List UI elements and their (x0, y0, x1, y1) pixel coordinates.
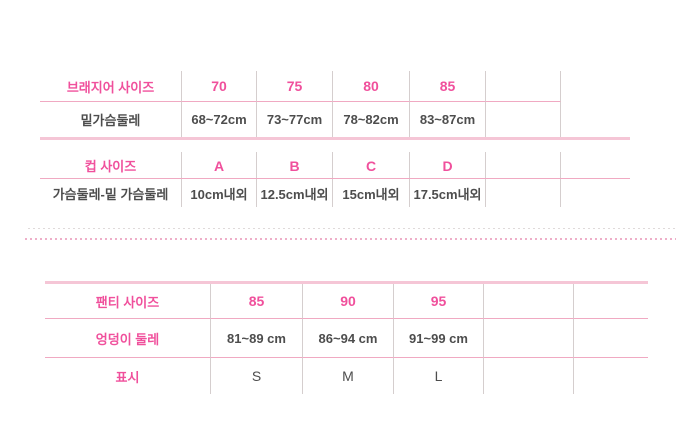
mark-empty-cell (483, 358, 573, 394)
cup-table-header-rule (40, 178, 630, 179)
bra-size-table: 브래지어 사이즈 70 75 80 85 밑가슴둘레 68~72cm 73~77… (40, 71, 561, 137)
bra-size-header-label: 브래지어 사이즈 (40, 71, 181, 102)
underbust-value: 78~82cm (332, 102, 409, 137)
hip-empty-cell (483, 319, 573, 358)
cup-diff-value: 12.5cm내외 (256, 179, 332, 207)
underbust-row-label: 밑가슴둘레 (80, 113, 141, 128)
cup-diff-row-label: 가슴둘레-밑 가슴둘레 (52, 186, 169, 202)
cup-diff-value: 15cm내외 (332, 179, 409, 207)
cup-size-empty-cell (485, 152, 561, 179)
cup-diff-value: 10cm내외 (181, 179, 256, 207)
panty-size-header-label: 팬티 사이즈 (45, 284, 210, 319)
cup-size-table: 컵 사이즈 A B C D 가슴둘레-밑 가슴둘레 10cm내외 12.5cm내… (40, 152, 561, 207)
panty-size-95: 95 (393, 284, 483, 319)
bra-size-75: 75 (256, 71, 332, 102)
cup-diff-empty-cell (485, 179, 561, 207)
underbust-empty-cell (485, 102, 561, 137)
hip-row-label: 엉덩이 둘레 (45, 319, 210, 358)
mark-row-label: 표시 (115, 369, 140, 385)
mark-empty-cell (573, 358, 648, 394)
underbust-value: 73~77cm (256, 102, 332, 137)
cup-size-b: B (256, 152, 332, 179)
cup-size-c: C (332, 152, 409, 179)
panty-size-empty-cell (573, 284, 648, 319)
underbust-value: 68~72cm (181, 102, 256, 137)
underbust-value: 83~87cm (409, 102, 485, 137)
hip-empty-cell (573, 319, 648, 358)
bra-size-80: 80 (332, 71, 409, 102)
hip-value: 81~89 cm (210, 319, 302, 358)
cup-diff-value: 17.5cm내외 (409, 179, 485, 207)
cup-size-d: D (409, 152, 485, 179)
bra-size-70: 70 (181, 71, 256, 102)
dotted-separator-gray (28, 228, 676, 229)
panty-size-85: 85 (210, 284, 302, 319)
mark-value-l: L (393, 358, 483, 394)
mark-value-s: S (210, 358, 302, 394)
panty-size-table: 팬티 사이즈 85 90 95 엉덩이 둘레 81~89 cm 86~94 cm… (45, 284, 648, 394)
panty-size-empty-cell (483, 284, 573, 319)
dotted-separator-pink (25, 238, 676, 240)
mark-value-m: M (302, 358, 393, 394)
panty-size-90: 90 (302, 284, 393, 319)
panty-table-top-rule (45, 281, 648, 284)
hip-value: 91~99 cm (393, 319, 483, 358)
bra-size-empty-cell (485, 71, 561, 102)
cup-size-a: A (181, 152, 256, 179)
hip-value: 86~94 cm (302, 319, 393, 358)
bra-table-bottom-rule (40, 137, 630, 140)
bra-size-85: 85 (409, 71, 485, 102)
cup-size-header-label: 컵 사이즈 (84, 159, 137, 174)
